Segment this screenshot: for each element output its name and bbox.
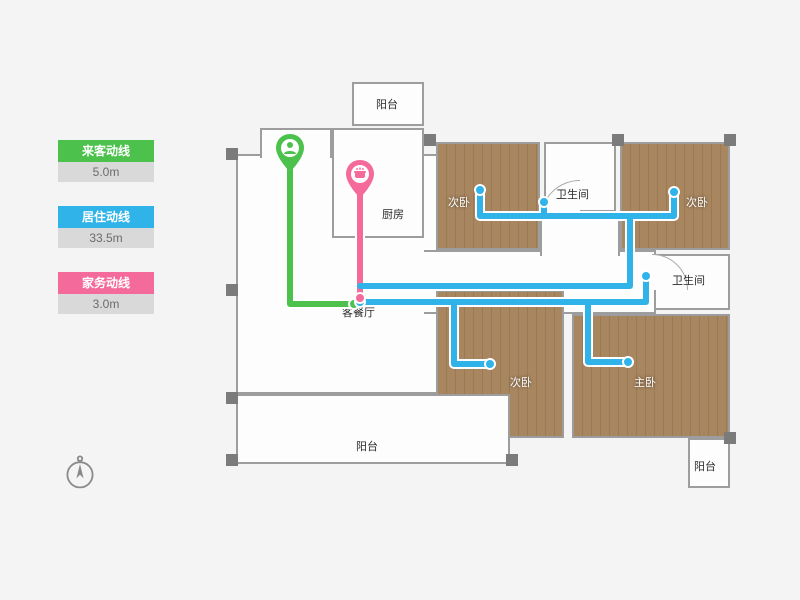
path-end-dot — [474, 184, 486, 196]
legend: 来客动线 5.0m 居住动线 33.5m 家务动线 3.0m — [58, 140, 154, 338]
column — [226, 148, 238, 160]
label-balcony-se: 阳台 — [694, 458, 716, 474]
path-end-dot — [622, 356, 634, 368]
column — [724, 134, 736, 146]
legend-value-guest: 5.0m — [58, 162, 154, 182]
label-bed-nw: 次卧 — [448, 194, 470, 210]
path-end-dot — [640, 270, 652, 282]
column — [226, 454, 238, 466]
path-end-dot — [484, 358, 496, 370]
label-bed-ne: 次卧 — [686, 194, 708, 210]
pin-guest-icon — [276, 134, 304, 172]
path-end-dot — [354, 292, 366, 304]
label-bath1: 卫生间 — [556, 186, 589, 202]
column — [506, 454, 518, 466]
label-bath2: 卫生间 — [672, 272, 705, 288]
legend-title-resident: 居住动线 — [58, 206, 154, 228]
legend-item: 家务动线 3.0m — [58, 272, 154, 314]
label-bed-sw: 次卧 — [510, 374, 532, 390]
column — [226, 284, 238, 296]
legend-title-guest: 来客动线 — [58, 140, 154, 162]
path-end-dot — [538, 196, 550, 208]
column — [226, 392, 238, 404]
floor-plan: 阳台 厨房 客餐厅 阳台 次卧 卫生间 次卧 卫生间 次卧 主卧 阳台 — [200, 54, 760, 514]
column — [724, 432, 736, 444]
label-balcony-bottom: 阳台 — [356, 438, 378, 454]
label-kitchen: 厨房 — [382, 206, 404, 222]
legend-item: 来客动线 5.0m — [58, 140, 154, 182]
path-end-dot — [668, 186, 680, 198]
column — [424, 134, 436, 146]
pin-chores-icon — [346, 160, 374, 198]
column — [612, 134, 624, 146]
legend-value-chores: 3.0m — [58, 294, 154, 314]
legend-title-chores: 家务动线 — [58, 272, 154, 294]
legend-item: 居住动线 33.5m — [58, 206, 154, 248]
label-bed-se: 主卧 — [634, 374, 656, 390]
compass-icon — [62, 455, 98, 491]
legend-value-resident: 33.5m — [58, 228, 154, 248]
label-balcony-top: 阳台 — [376, 96, 398, 112]
